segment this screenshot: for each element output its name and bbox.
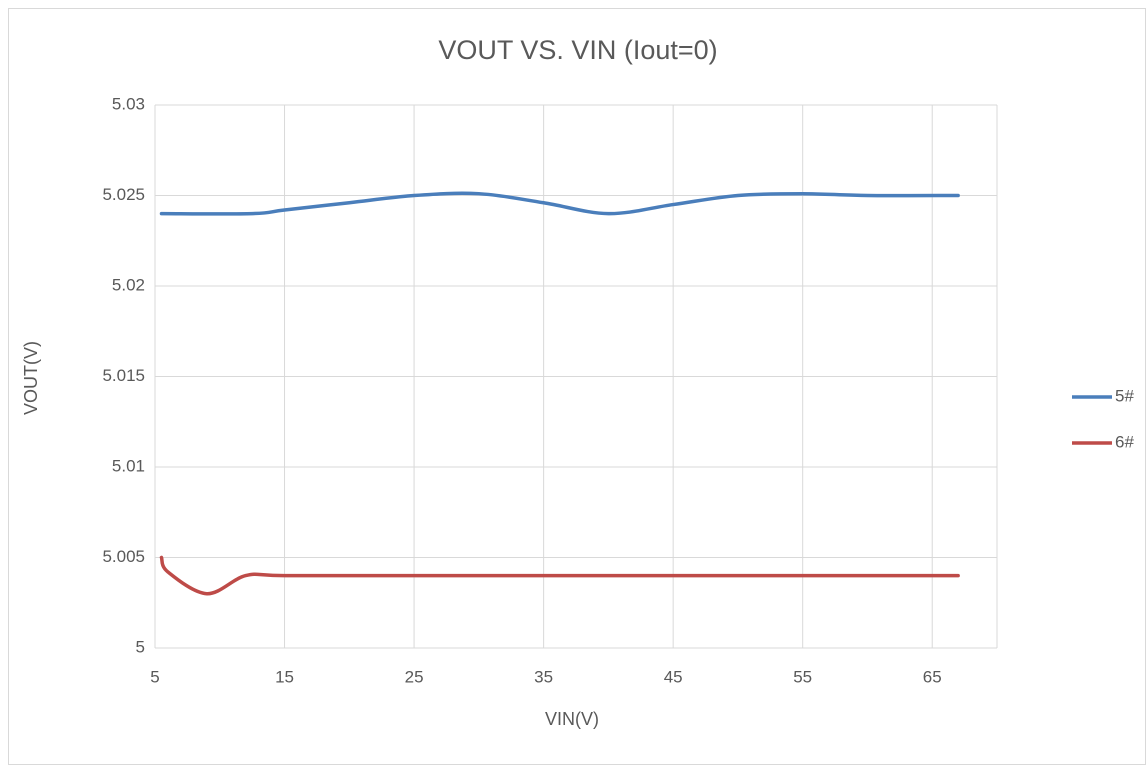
y-tick-label: 5.01: [112, 456, 145, 475]
legend-label: 6#: [1115, 432, 1134, 451]
x-tick-label: 45: [664, 667, 683, 686]
x-tick-label: 5: [150, 667, 159, 686]
y-tick-label: 5: [136, 637, 145, 656]
legend-label: 5#: [1115, 386, 1134, 405]
chart-border: [8, 8, 1146, 765]
y-tick-label: 5.03: [112, 94, 145, 113]
x-tick-label: 15: [275, 667, 294, 686]
y-tick-label: 5.025: [102, 185, 145, 204]
y-tick-label: 5.005: [102, 547, 145, 566]
series-line: [159, 191, 960, 216]
y-tick-label: 5.02: [112, 275, 145, 294]
y-tick-label: 5.015: [102, 366, 145, 385]
chart-title: VOUT VS. VIN (Iout=0): [438, 35, 717, 65]
x-tick-label: 65: [923, 667, 942, 686]
x-axis-label: VIN(V): [545, 709, 599, 729]
x-tick-label: 55: [793, 667, 812, 686]
y-axis-label: VOUT(V): [21, 341, 41, 415]
x-tick-label: 35: [534, 667, 553, 686]
x-tick-label: 25: [405, 667, 424, 686]
series-line: [159, 555, 960, 596]
